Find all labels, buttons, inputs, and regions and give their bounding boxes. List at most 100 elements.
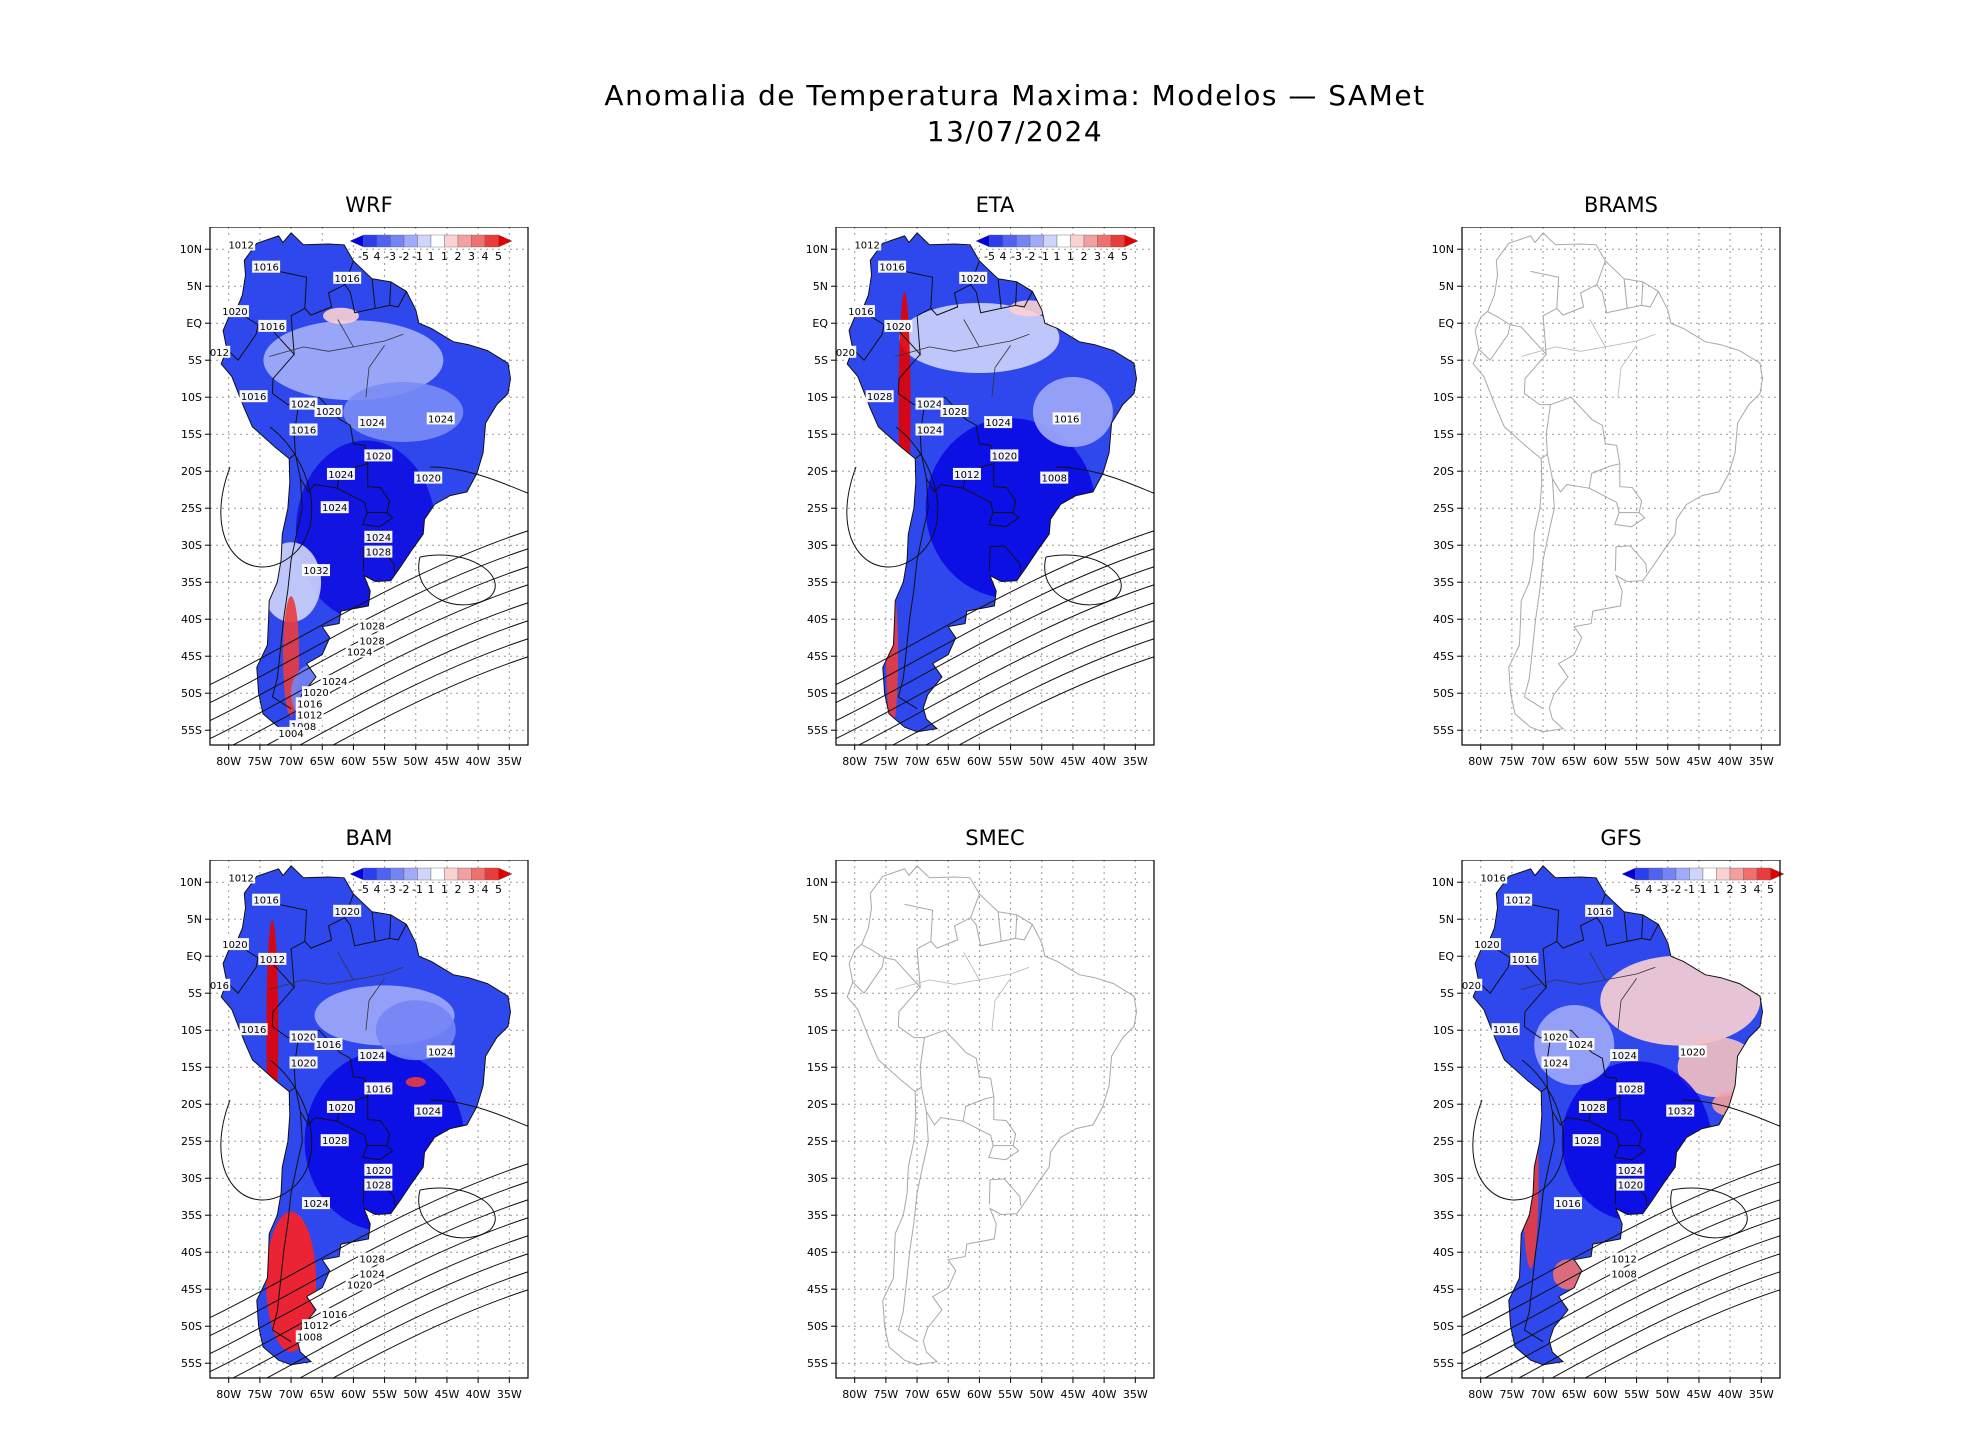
isobar-label-bg bbox=[295, 708, 324, 721]
isobar-label: 1016 bbox=[848, 307, 873, 318]
isobar-label: 1008 bbox=[1611, 1269, 1636, 1280]
lon-label: 75W bbox=[1499, 1388, 1524, 1401]
lon-label: 55W bbox=[1624, 1388, 1649, 1401]
coastline bbox=[846, 232, 1138, 733]
colorbar-swatch bbox=[376, 867, 391, 881]
colorbar-label: -5 bbox=[358, 250, 369, 263]
isobar-label: 1016 bbox=[1512, 955, 1537, 966]
coastline bbox=[220, 865, 512, 1366]
colorbar-swatch bbox=[471, 867, 486, 881]
colorbar-swatch bbox=[1635, 867, 1650, 881]
isobar-label: 1016 bbox=[204, 981, 229, 992]
isobar-label: 1012 bbox=[228, 241, 253, 252]
isobar-label: 1024 bbox=[428, 414, 453, 425]
isobar-label: 1020 bbox=[291, 1033, 316, 1044]
colorbar-swatch bbox=[363, 867, 378, 881]
country-border bbox=[1627, 914, 1644, 942]
lat-label: 25S bbox=[807, 1135, 828, 1148]
title-line-1: Anomalia de Temperatura Maxima: Modelos … bbox=[604, 79, 1426, 112]
colorbar-label: 2 bbox=[1081, 250, 1088, 263]
colorbar-swatch bbox=[1097, 234, 1112, 248]
isobar-label-bg bbox=[302, 564, 330, 577]
colorbar-label: -3 bbox=[1011, 250, 1022, 263]
colorbar-label: -5 bbox=[358, 883, 369, 896]
colorbar-swatch bbox=[1662, 867, 1677, 881]
lon-label: 60W bbox=[967, 1388, 992, 1401]
isobar-line bbox=[1681, 1099, 1780, 1127]
lon-label: 60W bbox=[1593, 1388, 1618, 1401]
lon-label: 65W bbox=[936, 755, 961, 768]
lat-label: 35S bbox=[181, 576, 202, 589]
lat-label: EQ bbox=[1438, 317, 1454, 330]
isobar-label: 1016 bbox=[1480, 874, 1505, 885]
country-border bbox=[962, 1096, 1017, 1147]
country-border bbox=[235, 903, 308, 989]
isobar-label: 1012 bbox=[260, 955, 285, 966]
lat-label: 30S bbox=[807, 539, 828, 552]
lon-label: 60W bbox=[1593, 755, 1618, 768]
lat-label: 45S bbox=[807, 1283, 828, 1296]
isobar-line bbox=[1055, 466, 1154, 494]
colorbar-label: 3 bbox=[468, 250, 475, 263]
lat-label: 10S bbox=[807, 391, 828, 404]
lat-label: 25S bbox=[181, 502, 202, 515]
isobar-label-bg bbox=[1585, 904, 1614, 917]
isobar-line bbox=[1551, 1271, 1780, 1378]
colorbar-label: 4 bbox=[482, 883, 489, 896]
isobar-label-bg bbox=[959, 271, 988, 284]
lat-label: 20S bbox=[807, 1098, 828, 1111]
isobar-label: 1016 bbox=[1493, 1025, 1518, 1036]
colorbar-label: 1 bbox=[441, 250, 448, 263]
lon-label: 50W bbox=[1029, 1388, 1054, 1401]
lon-label: 50W bbox=[1029, 755, 1054, 768]
isobars: 1012101610201016102010201028102410241028… bbox=[836, 238, 1154, 745]
colorbar-swatch bbox=[484, 234, 499, 248]
colorbar-label: -5 bbox=[984, 250, 995, 263]
map-svg: 1016101210161020101610201016102410201024… bbox=[1432, 860, 1785, 1401]
lon-label: 40W bbox=[1718, 755, 1743, 768]
lat-label: 5S bbox=[1440, 987, 1454, 1000]
lon-label: 45W bbox=[1061, 755, 1086, 768]
river bbox=[269, 966, 404, 990]
lon-label: 35W bbox=[497, 1388, 522, 1401]
isobar-line bbox=[418, 1187, 496, 1239]
colorbar-label: -3 bbox=[1657, 883, 1668, 896]
lat-label: 5S bbox=[814, 354, 828, 367]
country-border bbox=[1614, 1179, 1617, 1205]
country-border bbox=[1015, 291, 1033, 308]
isobar-label-bg bbox=[952, 467, 981, 480]
country-border bbox=[861, 270, 934, 356]
lon-label: 70W bbox=[279, 1388, 304, 1401]
lon-label: 75W bbox=[247, 1388, 272, 1401]
isobar-label-bg bbox=[289, 1056, 318, 1069]
isobar-label: 1012 bbox=[854, 241, 879, 252]
isobar-label-bg bbox=[1666, 1104, 1695, 1117]
lat-label: 20S bbox=[181, 465, 202, 478]
river bbox=[1589, 319, 1606, 348]
isobar-label-bg bbox=[258, 952, 287, 965]
isobar-label-bg bbox=[320, 1134, 349, 1147]
isobar-label-bg bbox=[258, 319, 287, 332]
isobar-label-bg bbox=[915, 423, 944, 436]
lat-label: 5S bbox=[1440, 354, 1454, 367]
country-border bbox=[1614, 546, 1617, 572]
colorbar-label: 5 bbox=[1767, 883, 1774, 896]
isobar-label: 1016 bbox=[253, 263, 278, 274]
isobar-label-bg bbox=[333, 904, 362, 917]
isobar-label-bg bbox=[1462, 978, 1483, 991]
isobar-label-bg bbox=[414, 1104, 443, 1117]
isobar-label-bg bbox=[426, 1045, 455, 1058]
colorbar-swatch bbox=[376, 234, 391, 248]
panel-title: WRF bbox=[345, 193, 393, 217]
colorbar-label: 5 bbox=[495, 250, 502, 263]
lon-label: 65W bbox=[310, 755, 335, 768]
isobar-label-bg bbox=[1491, 1023, 1520, 1036]
country-border bbox=[1596, 911, 1628, 947]
colorbar-swatch bbox=[390, 867, 405, 881]
lat-label: 15S bbox=[1433, 1061, 1454, 1074]
isobar-label-bg bbox=[358, 619, 387, 632]
isobar-label: 1020 bbox=[992, 451, 1017, 462]
isobar-line bbox=[266, 620, 528, 745]
isobar-label-bg bbox=[326, 1100, 355, 1113]
lon-label: 65W bbox=[1562, 1388, 1587, 1401]
